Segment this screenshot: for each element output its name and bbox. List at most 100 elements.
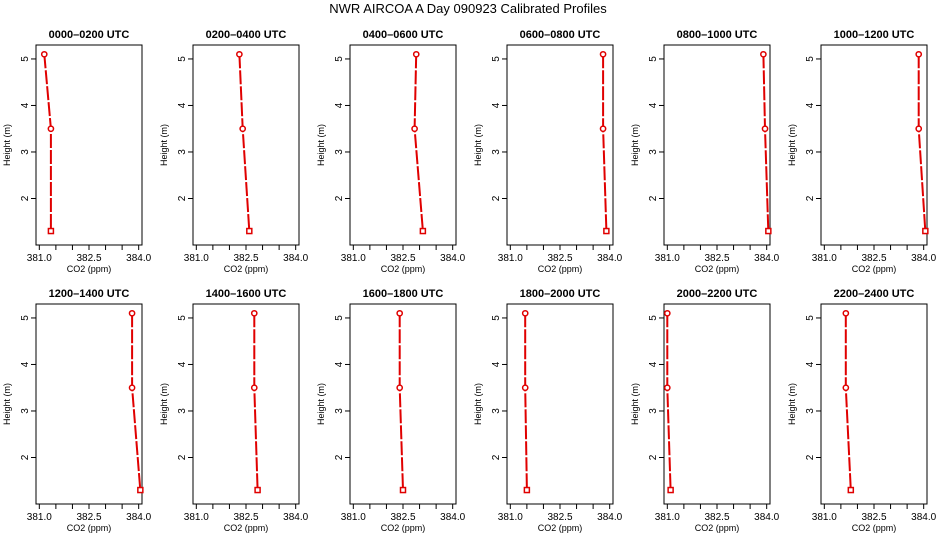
plot-frame [820,303,928,505]
x-axis-label: CO2 (ppm) [538,264,583,274]
data-point [254,486,261,494]
y-tick-label: 3 [648,149,659,155]
plot-frame [349,44,457,246]
y-tick-label: 3 [20,149,31,155]
data-point [599,125,607,133]
x-axis-label: CO2 (ppm) [67,264,112,274]
data-point [411,125,418,133]
data-point [40,50,48,58]
y-tick-label: 5 [334,56,345,62]
x-axis-label: CO2 (ppm) [67,523,112,533]
x-tick-label: 381.0 [27,512,52,523]
data-point [760,50,767,58]
y-axis-label: Height (m) [473,383,483,425]
y-tick-label: 4 [648,361,659,367]
x-tick-label: 384.0 [126,253,151,264]
x-tick-label: 382.5 [704,253,729,264]
panel-title: 0000–0200 UTC [49,29,130,41]
data-point [599,50,607,58]
data-point [663,309,671,317]
x-tick-label: 381.0 [498,253,523,264]
x-tick-label: 384.0 [283,253,308,264]
x-axis-label: CO2 (ppm) [381,264,426,274]
y-axis-label: Height (m) [316,124,326,166]
y-tick-label: 4 [805,361,816,367]
x-tick-label: 382.5 [76,512,101,523]
y-tick-label: 2 [648,454,659,460]
profile-line [666,313,672,491]
data-point [761,125,769,133]
panel-title: 0400–0600 UTC [363,29,444,41]
data-point [667,486,674,494]
x-tick-label: 382.5 [390,253,415,264]
y-axis-label: Height (m) [2,383,12,425]
page-title: NWR AIRCOA A Day 090923 Calibrated Profi… [329,1,607,16]
y-tick-label: 5 [177,315,188,321]
panel: 0000–0200 UTC 381.0 382.5 384.0 2 3 4 5 CO2 (ppm… [2,29,152,274]
profile-line [413,54,424,232]
panel: 1400–1600 UTC 381.0 382.5 384.0 2 3 4 5 CO2 (ppm… [159,288,309,533]
profile-line [253,313,259,491]
x-tick-label: 382.5 [390,512,415,523]
data-point [399,486,407,494]
y-tick-label: 2 [805,195,816,201]
panel-title: 0200–0400 UTC [206,29,287,41]
x-tick-label: 384.0 [754,253,779,264]
x-tick-label: 384.0 [440,512,465,523]
data-point [523,486,531,494]
x-tick-label: 382.5 [861,253,886,264]
profile-line [844,313,852,491]
x-tick-label: 381.0 [184,253,209,264]
panel: 0200–0400 UTC 381.0 382.5 384.0 2 3 4 5 CO2 (ppm… [159,29,309,274]
x-tick-label: 384.0 [126,512,151,523]
x-tick-label: 382.5 [547,512,572,523]
y-axis-label: Height (m) [316,383,326,425]
data-point [847,486,855,494]
y-axis-label: Height (m) [630,124,640,166]
y-tick-label: 4 [20,361,31,367]
y-tick-label: 5 [177,56,188,62]
y-tick-label: 3 [805,408,816,414]
data-point [396,309,404,317]
x-axis-label: CO2 (ppm) [538,523,583,533]
y-tick-label: 4 [648,102,659,108]
x-axis-label: CO2 (ppm) [224,523,269,533]
x-tick-label: 381.0 [498,512,523,523]
profile-line [238,54,251,232]
y-axis-label: Height (m) [2,124,12,166]
data-point [922,227,929,235]
plot-frame [820,44,928,246]
x-tick-label: 381.0 [341,253,366,264]
panel-title: 1200–1400 UTC [49,288,130,300]
x-tick-label: 384.0 [440,253,465,264]
panel-title: 1000–1200 UTC [834,29,915,41]
y-tick-label: 5 [805,56,816,62]
y-tick-label: 3 [648,408,659,414]
y-axis-label: Height (m) [630,383,640,425]
y-tick-label: 3 [334,408,345,414]
data-point [128,384,136,392]
x-tick-label: 382.5 [861,512,886,523]
x-tick-label: 382.5 [76,253,101,264]
data-point [419,227,427,235]
panel: 1800–2000 UTC 381.0 382.5 384.0 2 3 4 5 CO2 (ppm… [473,288,623,533]
x-tick-label: 381.0 [655,512,680,523]
panel: 0400–0600 UTC 381.0 382.5 384.0 2 3 4 5 CO2 (ppm… [316,29,466,274]
panel-title: 1400–1600 UTC [206,288,287,300]
x-tick-label: 384.0 [283,512,308,523]
panel: 1600–1800 UTC 381.0 382.5 384.0 2 3 4 5 CO2 (ppm… [316,288,466,533]
x-tick-label: 381.0 [341,512,366,523]
data-point [47,227,55,235]
x-tick-label: 381.0 [27,253,52,264]
panel: 1000–1200 UTC 381.0 382.5 384.0 2 3 4 5 CO2 (ppm… [787,29,936,274]
x-tick-label: 381.0 [655,253,680,264]
x-axis-label: CO2 (ppm) [852,523,897,533]
plot-frame [506,44,614,246]
y-tick-label: 3 [177,149,188,155]
y-tick-label: 2 [177,454,188,460]
x-axis-label: CO2 (ppm) [852,264,897,274]
x-tick-label: 382.5 [547,253,572,264]
x-tick-label: 384.0 [911,253,936,264]
data-point [396,384,404,392]
